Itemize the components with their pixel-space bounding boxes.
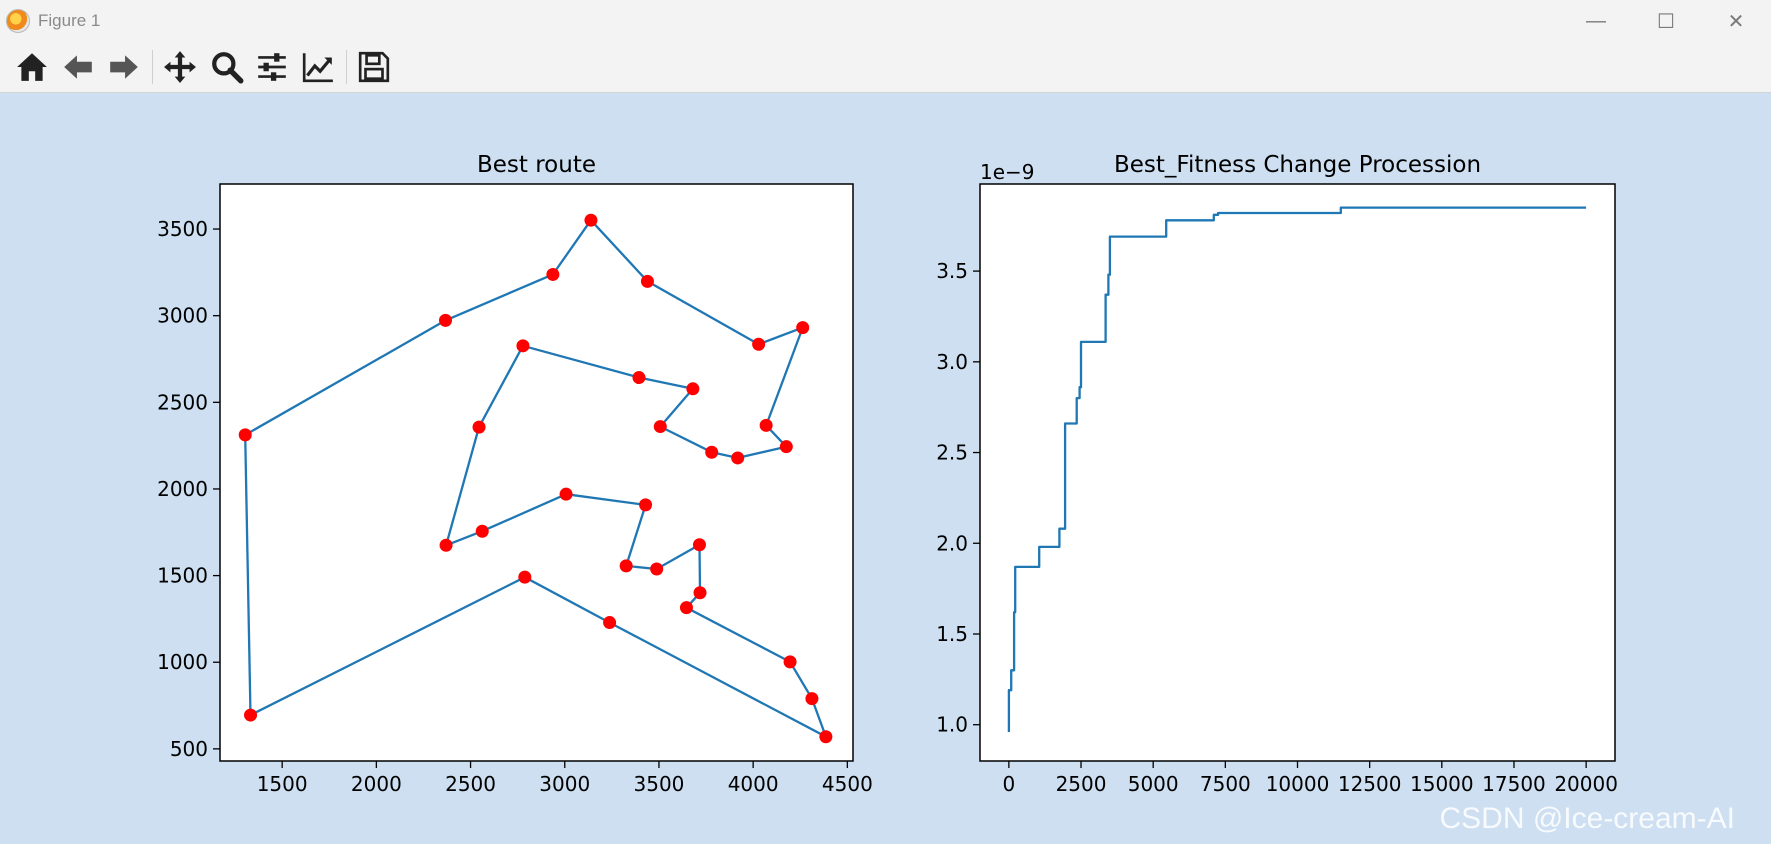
plot-area xyxy=(220,184,853,761)
forward-arrow-icon[interactable] xyxy=(104,47,144,87)
city-point xyxy=(472,420,486,434)
city-point xyxy=(639,498,653,512)
city-point xyxy=(705,445,719,459)
x-tick-label: 2000 xyxy=(351,772,402,796)
window-controls: — ☐ ✕ xyxy=(1561,0,1771,42)
city-point xyxy=(693,586,707,600)
minimize-button[interactable]: — xyxy=(1586,9,1606,32)
city-point xyxy=(546,267,560,281)
city-point xyxy=(632,371,646,385)
zoom-magnifier-icon[interactable] xyxy=(207,47,247,87)
figure-canvas: 1500 2000 2500 3000 3500 4000 4500 500 1000 1500 2… xyxy=(157,152,1618,796)
y-tick-label: 2.0 xyxy=(936,531,968,555)
navigation-toolbar xyxy=(0,42,1771,93)
x-tick-label: 12500 xyxy=(1338,772,1402,796)
city-point xyxy=(679,601,693,615)
watermark: CSDN @Ice-cream-AI xyxy=(1439,802,1736,835)
city-point xyxy=(244,708,258,722)
maximize-button[interactable]: ☐ xyxy=(1657,10,1675,33)
y-offset-label: 1e−9 xyxy=(980,160,1035,184)
x-tick-label: 3500 xyxy=(634,772,685,796)
x-tick-label: 4000 xyxy=(728,772,779,796)
x-tick-label: 15000 xyxy=(1410,772,1474,796)
close-button[interactable]: ✕ xyxy=(1727,10,1745,33)
chart-title: Best_Fitness Change Procession xyxy=(1114,152,1481,178)
city-point xyxy=(819,730,833,744)
home-icon[interactable] xyxy=(12,47,52,87)
window-title: Figure 1 xyxy=(38,11,101,30)
series-line xyxy=(244,219,828,738)
toolbar-separator xyxy=(346,50,347,84)
city-point xyxy=(518,570,532,584)
x-tick-label: 3000 xyxy=(539,772,590,796)
city-point xyxy=(805,692,819,706)
city-point xyxy=(650,562,664,576)
city-point xyxy=(439,313,453,327)
y-tick-label: 2000 xyxy=(157,477,208,501)
plot-area xyxy=(980,184,1615,761)
window-titlebar: Figure 1 — ☐ ✕ xyxy=(0,0,1771,42)
city-point xyxy=(619,559,633,573)
save-disk-icon[interactable] xyxy=(354,47,394,87)
y-tick-label: 1.5 xyxy=(936,622,968,646)
pan-move-icon[interactable] xyxy=(160,47,200,87)
city-point xyxy=(475,524,489,538)
city-point xyxy=(603,616,617,630)
city-point xyxy=(584,213,598,227)
city-point xyxy=(731,451,745,465)
y-tick-label: 3500 xyxy=(157,217,208,241)
x-tick-label: 20000 xyxy=(1554,772,1618,796)
axes-frame xyxy=(219,183,854,762)
city-point xyxy=(779,440,793,454)
x-tick-label: 2500 xyxy=(1056,772,1107,796)
chart-1: 1500 2000 2500 3000 3500 4000 4500 500 1000 1500 2… xyxy=(157,152,873,796)
x-tick-label: 7500 xyxy=(1200,772,1251,796)
y-tick-label: 1500 xyxy=(157,564,208,588)
y-tick-label: 1000 xyxy=(157,650,208,674)
x-tick-label: 0 xyxy=(1002,772,1015,796)
city-point xyxy=(692,538,706,552)
y-tick-label: 1.0 xyxy=(936,713,968,737)
toolbar-separator xyxy=(152,50,153,84)
city-point xyxy=(516,339,530,353)
city-point xyxy=(759,418,773,432)
x-tick-label: 17500 xyxy=(1482,772,1546,796)
app-icon xyxy=(6,9,30,33)
x-tick-label: 4500 xyxy=(822,772,873,796)
city-point xyxy=(796,321,810,335)
y-tick-label: 3.0 xyxy=(936,350,968,374)
edit-axis-lines-icon[interactable] xyxy=(298,47,338,87)
subplots-config-icon[interactable] xyxy=(252,47,292,87)
chart-2: 0 2500 5000 7500 10000 12500 15000 17500 20000 1.… xyxy=(936,152,1618,796)
back-arrow-icon[interactable] xyxy=(58,47,98,87)
city-point xyxy=(439,538,453,552)
city-point xyxy=(752,337,766,351)
city-point xyxy=(783,655,797,669)
city-point xyxy=(640,274,654,288)
y-tick-label: 500 xyxy=(170,737,208,761)
x-tick-label: 10000 xyxy=(1266,772,1330,796)
city-point xyxy=(238,428,252,442)
x-tick-label: 1500 xyxy=(257,772,308,796)
chart-title: Best route xyxy=(477,152,596,178)
y-tick-label: 3.5 xyxy=(936,259,968,283)
y-tick-label: 2500 xyxy=(157,390,208,414)
series-line xyxy=(1007,206,1587,732)
x-tick-label: 5000 xyxy=(1128,772,1179,796)
city-point xyxy=(653,420,667,434)
y-tick-label: 3000 xyxy=(157,304,208,328)
axes-frame xyxy=(979,183,1616,762)
x-tick-label: 2500 xyxy=(445,772,496,796)
city-point xyxy=(686,382,700,396)
city-point xyxy=(559,487,573,501)
y-tick-label: 2.5 xyxy=(936,441,968,465)
